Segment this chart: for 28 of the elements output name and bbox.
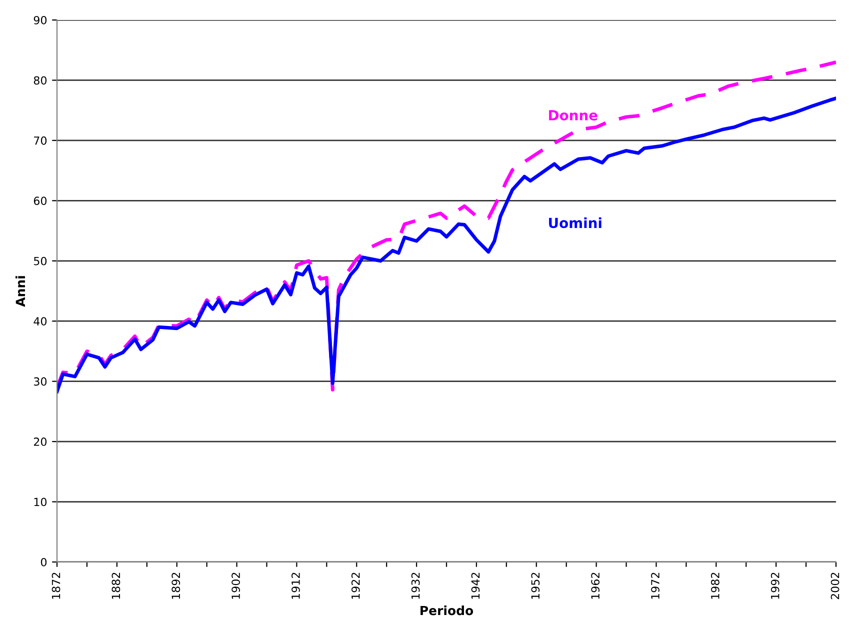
x-tick-label: 1872 bbox=[52, 572, 60, 599]
y-tick-label: 10 bbox=[34, 498, 47, 506]
x-tick-label: 1952 bbox=[531, 572, 540, 599]
x-tick-label: 1892 bbox=[172, 572, 180, 599]
y-tick-label: 30 bbox=[34, 377, 47, 386]
series-label: Donne bbox=[549, 110, 598, 120]
y-tick-label: 90 bbox=[34, 16, 47, 24]
x-tick-label: 1962 bbox=[591, 572, 600, 599]
x-tick-label: 1932 bbox=[411, 572, 420, 599]
x-tick-label: 1882 bbox=[112, 572, 120, 599]
x-tick-label: 1902 bbox=[232, 572, 240, 599]
y-tick-label: 80 bbox=[34, 76, 47, 85]
x-tick-label: 1912 bbox=[292, 572, 300, 599]
y-tick-label: 70 bbox=[34, 136, 47, 145]
x-tick-label: 1922 bbox=[351, 572, 360, 599]
y-tick-label: 60 bbox=[34, 196, 47, 206]
text: Uomini bbox=[549, 217, 602, 228]
y-tick-label: 20 bbox=[34, 438, 47, 446]
y-tick-label: 40 bbox=[34, 317, 47, 326]
x-tick-label: 1972 bbox=[651, 572, 660, 599]
x-tick-label: 2002 bbox=[830, 572, 840, 600]
y-tick-label: 50 bbox=[34, 256, 47, 266]
x-tick-label: 1992 bbox=[770, 572, 780, 599]
y-tick-label: 0 bbox=[40, 558, 47, 566]
y-axis-title: Anni bbox=[15, 276, 25, 307]
x-tick-label: 1942 bbox=[471, 572, 480, 599]
x-axis-title: Periodo bbox=[420, 606, 474, 616]
x-tick-label: 1982 bbox=[710, 572, 720, 599]
